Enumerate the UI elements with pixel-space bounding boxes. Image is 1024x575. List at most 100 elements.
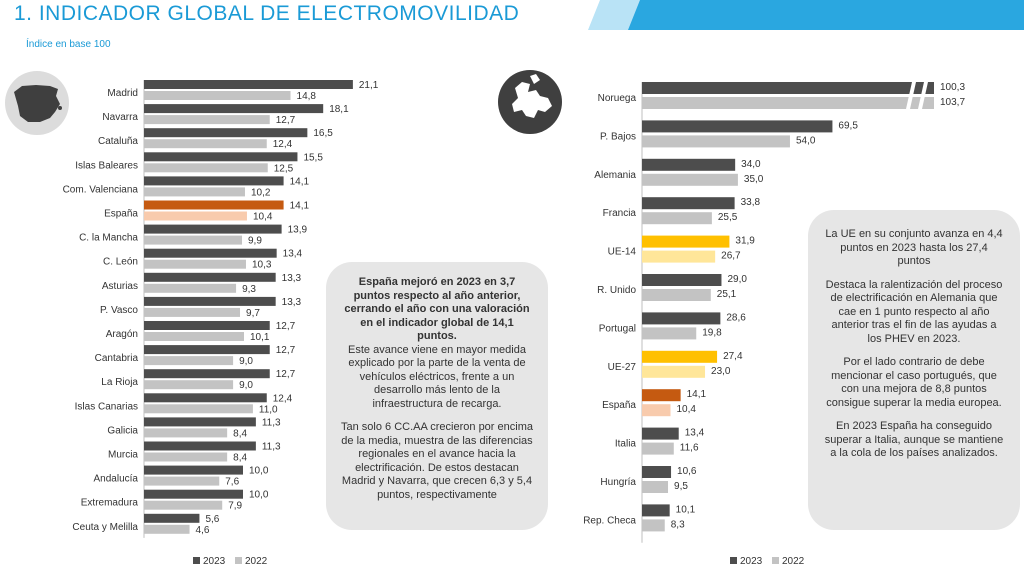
value-label-2023-galicia: 11,3 bbox=[262, 417, 281, 428]
eu-summary-p4: En 2023 España ha conseguido superar a I… bbox=[824, 420, 1004, 459]
legend-label-2022: 2022 bbox=[245, 556, 268, 567]
bar-2022-islas-canarias bbox=[144, 404, 253, 414]
bar-2022-la-rioja bbox=[144, 380, 234, 390]
legend-swatch-2022 bbox=[235, 557, 242, 564]
value-label-2023-ceuta-y-melilla: 5,6 bbox=[205, 514, 219, 525]
category-label-noruega: Noruega bbox=[598, 93, 637, 104]
value-label-2022-la-rioja: 9,0 bbox=[239, 380, 253, 391]
category-label-p-vasco: P. Vasco bbox=[100, 305, 138, 316]
bar-2023-p-bajos bbox=[642, 120, 833, 133]
value-label-2023-c-leon: 13,4 bbox=[283, 249, 303, 260]
value-label-2023-francia: 33,8 bbox=[741, 197, 761, 208]
bar-2023-islas-baleares bbox=[144, 152, 298, 162]
category-label-madrid: Madrid bbox=[107, 88, 138, 99]
value-label-2022-navarra: 12,7 bbox=[276, 115, 296, 126]
category-label-com-valenciana: Com. Valenciana bbox=[63, 184, 139, 195]
value-label-2023-madrid: 21,1 bbox=[359, 80, 379, 91]
bar-2022-espana bbox=[144, 211, 247, 221]
value-label-2022-c-leon: 10,3 bbox=[252, 260, 272, 271]
value-label-2022-aragon: 10,1 bbox=[250, 332, 270, 343]
bar-2022-alemania bbox=[642, 173, 738, 186]
value-label-2022-espana: 10,4 bbox=[676, 404, 696, 415]
category-label-c-la-mancha: C. la Mancha bbox=[79, 233, 138, 244]
value-label-2023-ue-27: 27,4 bbox=[723, 351, 743, 362]
bar-2023-alemania bbox=[642, 158, 736, 171]
value-label-2023-espana: 14,1 bbox=[290, 201, 310, 212]
bar-2023-espana bbox=[642, 389, 681, 402]
bar-2022-c-leon bbox=[144, 259, 246, 269]
category-label-alemania: Alemania bbox=[594, 170, 636, 181]
bar-2023-navarra bbox=[144, 104, 324, 114]
spain-summary-p1: Este avance viene en mayor medida explic… bbox=[348, 343, 526, 410]
category-label-ue-14: UE-14 bbox=[608, 247, 637, 258]
chart-countries: Noruega 100,3 103,7 P. Bajos 69,5 54,0 Alemani… bbox=[583, 82, 965, 567]
bar-2023-p-vasco bbox=[144, 296, 276, 306]
eu-summary-p3: Por el lado contrario de debe mencionar … bbox=[826, 356, 1002, 409]
value-label-2023-alemania: 34,0 bbox=[741, 159, 761, 170]
value-label-2022-portugal: 19,8 bbox=[702, 327, 722, 338]
bar-2022-p-vasco bbox=[144, 307, 241, 317]
bar-2022-madrid bbox=[144, 91, 291, 100]
bar-2023-c-la-mancha bbox=[144, 224, 282, 234]
value-label-2022-alemania: 35,0 bbox=[744, 174, 764, 185]
value-label-2023-islas-canarias: 12,4 bbox=[273, 393, 293, 404]
value-label-2022-ceuta-y-melilla: 4,6 bbox=[196, 525, 210, 536]
legend-label-2023: 2023 bbox=[203, 556, 226, 567]
value-label-2023-portugal: 28,6 bbox=[726, 312, 746, 323]
value-label-2023-c-la-mancha: 13,9 bbox=[288, 225, 308, 236]
eu-summary-box: La UE en su conjunto avanza en 4,4 punto… bbox=[808, 210, 1020, 530]
bar-2022-ceuta-y-melilla bbox=[144, 524, 190, 534]
value-label-2022-p-vasco: 9,7 bbox=[246, 308, 260, 319]
spain-summary-box: España mejoró en 2023 en 3,7 puntos resp… bbox=[326, 262, 548, 530]
eu-summary-p2: Destaca la ralentización del proceso de … bbox=[825, 278, 1003, 345]
chart-ccaa: Madrid 21,1 14,8 Navarra 18,1 12,7 Cataluña 16,… bbox=[63, 80, 379, 567]
bar-2022-noruega bbox=[642, 97, 934, 109]
bar-2022-asturias bbox=[144, 283, 237, 293]
category-label-asturias: Asturias bbox=[102, 281, 138, 292]
value-label-2022-rep-checa: 8,3 bbox=[671, 519, 685, 530]
header-banner bbox=[0, 0, 1024, 30]
bar-2023-espana bbox=[144, 200, 284, 210]
bar-2023-extremadura bbox=[144, 489, 243, 499]
bar-2023-r-unido bbox=[642, 274, 722, 286]
bar-2023-murcia bbox=[144, 441, 256, 451]
category-label-c-leon: C. León bbox=[103, 257, 138, 268]
value-label-2022-p-bajos: 54,0 bbox=[796, 135, 816, 146]
page-title: 1. INDICADOR GLOBAL DE ELECTROMOVILIDAD bbox=[14, 2, 520, 25]
value-label-2022-islas-baleares: 12,5 bbox=[274, 163, 294, 174]
value-label-2022-galicia: 8,4 bbox=[233, 428, 247, 439]
value-label-2022-noruega: 103,7 bbox=[940, 97, 965, 108]
bar-2023-madrid bbox=[144, 80, 353, 89]
value-label-2023-com-valenciana: 14,1 bbox=[290, 176, 310, 187]
category-label-galicia: Galicia bbox=[107, 425, 138, 436]
value-label-2022-francia: 25,5 bbox=[718, 212, 738, 223]
axis-break-1 bbox=[906, 82, 916, 109]
value-label-2022-cantabria: 9,0 bbox=[239, 356, 253, 367]
bar-2023-aragon bbox=[144, 321, 270, 330]
value-label-2022-hungria: 9,5 bbox=[674, 481, 688, 492]
value-label-2023-navarra: 18,1 bbox=[329, 104, 349, 115]
value-label-2022-andalucia: 7,6 bbox=[225, 477, 239, 488]
category-label-espana: España bbox=[104, 209, 138, 220]
value-label-2023-cataluna: 16,5 bbox=[313, 128, 333, 139]
category-label-rep-checa: Rep. Checa bbox=[583, 515, 636, 526]
europe-map-icon bbox=[498, 70, 562, 134]
bar-2022-ue-14 bbox=[642, 250, 716, 263]
category-label-p-bajos: P. Bajos bbox=[600, 131, 636, 142]
bar-2022-hungria bbox=[642, 481, 669, 493]
value-label-2022-ue-14: 26,7 bbox=[721, 251, 741, 262]
category-label-andalucia: Andalucía bbox=[94, 474, 139, 485]
value-label-2022-italia: 11,6 bbox=[680, 443, 699, 454]
eu-summary-p1: La UE en su conjunto avanza en 4,4 punto… bbox=[825, 228, 1003, 267]
value-label-2023-r-unido: 29,0 bbox=[727, 274, 747, 285]
category-label-la-rioja: La Rioja bbox=[101, 377, 138, 388]
value-label-2023-italia: 13,4 bbox=[685, 428, 705, 439]
value-label-2023-islas-baleares: 15,5 bbox=[303, 152, 323, 163]
bar-2023-c-leon bbox=[144, 248, 277, 258]
value-label-2023-p-bajos: 69,5 bbox=[838, 120, 858, 131]
axis-break-2 bbox=[918, 82, 928, 109]
value-label-2023-cantabria: 12,7 bbox=[276, 345, 296, 356]
value-label-2023-asturias: 13,3 bbox=[282, 273, 302, 284]
category-label-islas-baleares: Islas Baleares bbox=[75, 160, 138, 171]
category-label-cataluna: Cataluña bbox=[98, 136, 138, 147]
